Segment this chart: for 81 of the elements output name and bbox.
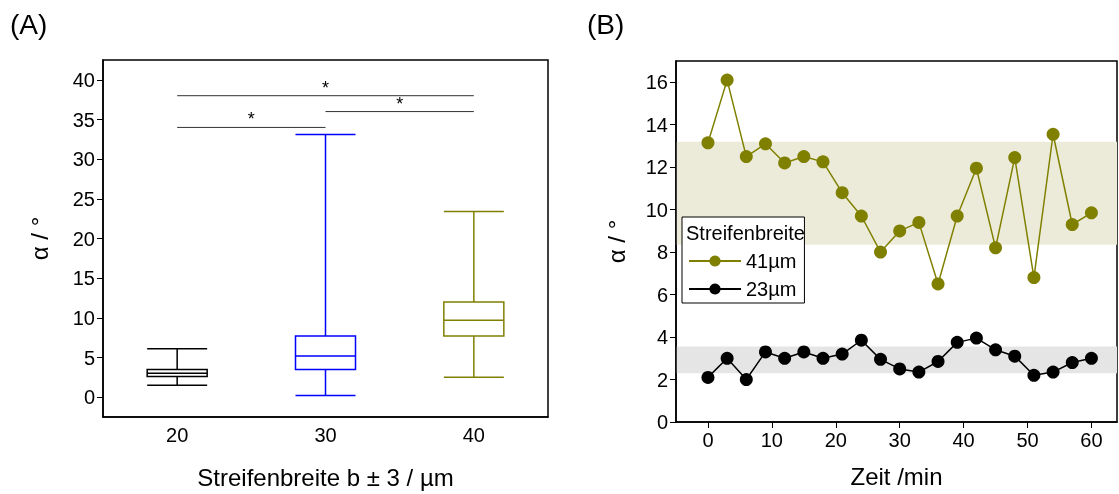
- x-tick-label: 10: [760, 429, 783, 451]
- point: [720, 351, 734, 365]
- point: [893, 224, 907, 238]
- point: [758, 345, 772, 359]
- point: [720, 73, 734, 87]
- x-tick-label: 20: [824, 429, 847, 451]
- y-tick-label: 14: [645, 113, 668, 136]
- chart-title: (B): [587, 8, 625, 40]
- point: [758, 137, 772, 151]
- y-tick-label: 6: [656, 283, 668, 306]
- point: [1065, 218, 1079, 232]
- y-tick-label: 2: [656, 368, 668, 391]
- point: [989, 241, 1003, 255]
- point: [835, 347, 849, 361]
- point: [1027, 271, 1041, 285]
- x-tick-label: 50: [1016, 429, 1039, 451]
- point: [912, 215, 926, 229]
- y-tick-label: 35: [72, 108, 95, 131]
- y-tick-label: 8: [656, 241, 668, 264]
- point: [797, 150, 811, 164]
- y-axis-title: α / °: [602, 219, 630, 264]
- legend-title: Streifenbreite: [686, 222, 805, 244]
- point: [1008, 349, 1022, 363]
- point: [1027, 368, 1041, 382]
- point: [778, 156, 792, 170]
- x-tick-label: 20: [166, 424, 189, 446]
- x-tick-label: 40: [462, 424, 485, 446]
- y-tick-label: 20: [72, 227, 95, 250]
- legend-label: 41µm: [746, 250, 797, 272]
- point: [701, 136, 715, 150]
- y-tick-label: 30: [72, 148, 95, 171]
- point: [969, 331, 983, 345]
- point: [931, 277, 945, 291]
- point: [950, 335, 964, 349]
- point: [931, 354, 945, 368]
- point: [816, 155, 830, 169]
- point: [854, 209, 868, 223]
- x-tick-label: 30: [888, 429, 911, 451]
- point: [854, 333, 868, 347]
- x-axis-title: Streifenbreite b ± 3 / µm: [197, 463, 454, 491]
- point: [701, 370, 715, 384]
- point: [797, 345, 811, 359]
- point: [874, 245, 888, 259]
- x-tick-label: 60: [1080, 429, 1103, 451]
- x-axis-title: Zeit /min: [850, 462, 943, 490]
- annotation: *: [247, 109, 255, 130]
- point: [739, 373, 753, 387]
- y-tick-label: 10: [72, 306, 95, 329]
- y-axis-title: α / °: [25, 216, 53, 261]
- y-tick-label: 0: [83, 386, 95, 409]
- point: [950, 209, 964, 223]
- x-tick-label: 40: [952, 429, 975, 451]
- y-tick-label: 15: [72, 267, 95, 290]
- y-tick-label: 16: [645, 71, 668, 94]
- point: [969, 161, 983, 175]
- point: [912, 365, 926, 379]
- point: [1065, 356, 1079, 370]
- x-tick-label: 0: [702, 429, 714, 451]
- y-tick-label: 10: [645, 198, 668, 221]
- y-tick-label: 12: [645, 156, 668, 179]
- point: [874, 352, 888, 366]
- point: [835, 186, 849, 200]
- annotation: *: [321, 77, 330, 98]
- point: [1046, 365, 1060, 379]
- point: [739, 150, 753, 164]
- point: [816, 351, 830, 365]
- point: [989, 343, 1003, 357]
- point: [1084, 206, 1098, 220]
- y-tick-label: 40: [72, 68, 95, 91]
- annotation: *: [396, 93, 404, 114]
- point: [1084, 351, 1098, 365]
- y-tick-label: 25: [72, 187, 95, 210]
- chart-title: (A): [10, 8, 48, 40]
- x-tick-label: 30: [314, 424, 337, 446]
- y-tick-label: 4: [656, 326, 668, 349]
- point: [893, 362, 907, 376]
- legend-label: 23µm: [746, 278, 797, 300]
- point: [778, 351, 792, 365]
- point: [1008, 151, 1022, 165]
- y-tick-label: 5: [83, 346, 95, 369]
- point: [1046, 127, 1060, 141]
